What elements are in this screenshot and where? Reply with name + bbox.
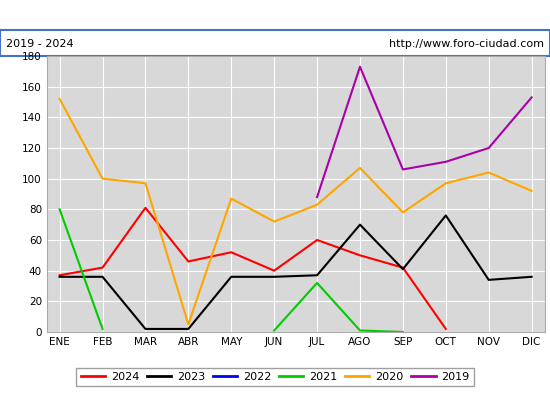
Text: Evolucion Nº Turistas Extranjeros en el municipio de Fernán-Núñez: Evolucion Nº Turistas Extranjeros en el …: [53, 8, 497, 22]
Text: 2019 - 2024: 2019 - 2024: [6, 39, 73, 49]
Legend: 2024, 2023, 2022, 2021, 2020, 2019: 2024, 2023, 2022, 2021, 2020, 2019: [76, 368, 474, 386]
Text: http://www.foro-ciudad.com: http://www.foro-ciudad.com: [389, 39, 544, 49]
